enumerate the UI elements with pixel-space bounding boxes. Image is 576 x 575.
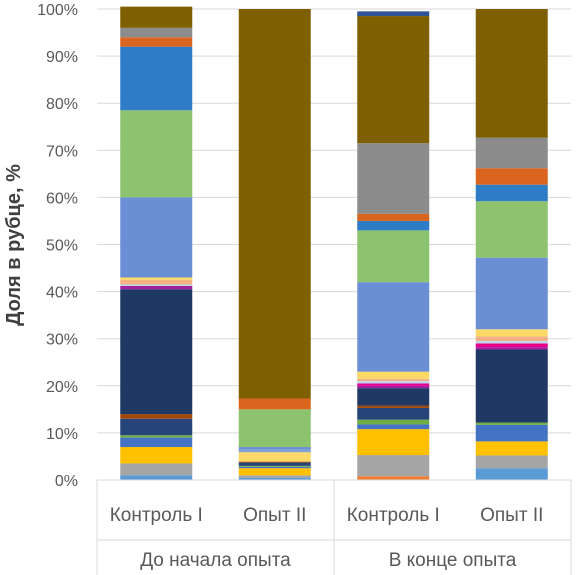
y-tick-label: 0% (55, 473, 78, 490)
bar-segment (357, 383, 430, 386)
bar-segment (120, 37, 193, 47)
bar-segment (475, 184, 548, 202)
group-label: До начала опыта (140, 550, 291, 571)
bar-segment (357, 213, 430, 221)
bar-segment (475, 424, 548, 442)
bar-segment (475, 441, 548, 456)
bar-segment (357, 371, 430, 379)
bar-segment (120, 197, 193, 278)
y-tick-label: 50% (46, 238, 78, 255)
bar-segment (357, 381, 430, 384)
bar-segment (120, 284, 193, 286)
bar-segment (357, 455, 430, 477)
bar-segment (238, 475, 311, 478)
y-axis-tick-labels: 0% 10% 20% 30% 40% 50% 60% 70% 80% 90% 100% (37, 2, 78, 490)
bar-segment (120, 447, 193, 464)
x-tick-label: Контроль I (110, 505, 203, 526)
bar-segment (238, 409, 311, 448)
bar-segment (238, 462, 311, 466)
bar-segment (238, 447, 311, 450)
y-tick-label: 90% (46, 49, 78, 66)
bar-segment (357, 388, 430, 406)
bar-segment (357, 385, 430, 389)
bar-segment (120, 289, 193, 415)
bar-segment (120, 475, 193, 480)
bar-segment (475, 347, 548, 350)
bar-segment (357, 230, 430, 283)
bar-segment (120, 279, 193, 285)
y-tick-label: 70% (46, 143, 78, 160)
bar-segment (120, 435, 193, 438)
bar-segment (120, 27, 193, 38)
bar-segment (120, 110, 193, 198)
bar-segment (238, 477, 311, 480)
bar-segment (238, 466, 311, 469)
bar-segment (475, 422, 548, 425)
bar-segment (475, 201, 548, 258)
bar-segment (238, 461, 311, 463)
bar-segment (238, 465, 311, 467)
bar-segment (475, 349, 548, 423)
bar-segment (475, 137, 548, 169)
bar-segment (238, 398, 311, 410)
bar-segment (238, 9, 311, 399)
bar-segment (475, 336, 548, 342)
y-tick-label: 40% (46, 285, 78, 302)
bar-segment (238, 449, 311, 453)
x-tick-label: Контроль I (347, 505, 440, 526)
bar-segment (238, 452, 311, 462)
x-tick-label: Опыт II (480, 505, 543, 526)
bar-segment (120, 414, 193, 419)
x-axis: Контроль I Опыт II Контроль I Опыт II До нач… (96, 479, 572, 575)
y-tick-label: 80% (46, 96, 78, 113)
bar-segment (475, 468, 548, 480)
bar-segment (357, 407, 430, 420)
bar-segment (357, 11, 430, 17)
bar-segment (475, 329, 548, 337)
bar-segment (475, 168, 548, 185)
bar-segment (357, 282, 430, 372)
y-axis-label: Доля в рубце, % (3, 164, 25, 326)
group-label: В конце опыта (389, 550, 517, 571)
y-tick-label: 30% (46, 332, 78, 349)
bar-segment (357, 424, 430, 430)
bar-segment (120, 285, 193, 290)
bar-segment (120, 46, 193, 111)
bars (120, 6, 548, 480)
bar-segment (120, 6, 193, 28)
bar-segment (357, 16, 430, 144)
bar-segment (120, 437, 193, 448)
bar-segment (120, 277, 193, 280)
y-tick-label: 10% (46, 426, 78, 443)
bar-segment (475, 455, 548, 469)
bar-segment (357, 378, 430, 382)
bar-segment (475, 257, 548, 330)
bar-segment (357, 429, 430, 456)
bar-segment (357, 143, 430, 214)
bar-segment (475, 343, 548, 348)
bar-segment (357, 419, 430, 425)
y-tick-label: 60% (46, 190, 78, 207)
bar-segment (475, 341, 548, 344)
bar-segment (238, 468, 311, 476)
bar-segment (120, 418, 193, 436)
y-tick-label: 20% (46, 379, 78, 396)
bar-segment (357, 405, 430, 408)
bar-segment (357, 476, 430, 480)
x-tick-label: Опыт II (243, 505, 306, 526)
bar-segment (120, 463, 193, 476)
y-tick-label: 100% (37, 2, 78, 19)
bar-segment (475, 9, 548, 138)
bar-segment (357, 220, 430, 231)
